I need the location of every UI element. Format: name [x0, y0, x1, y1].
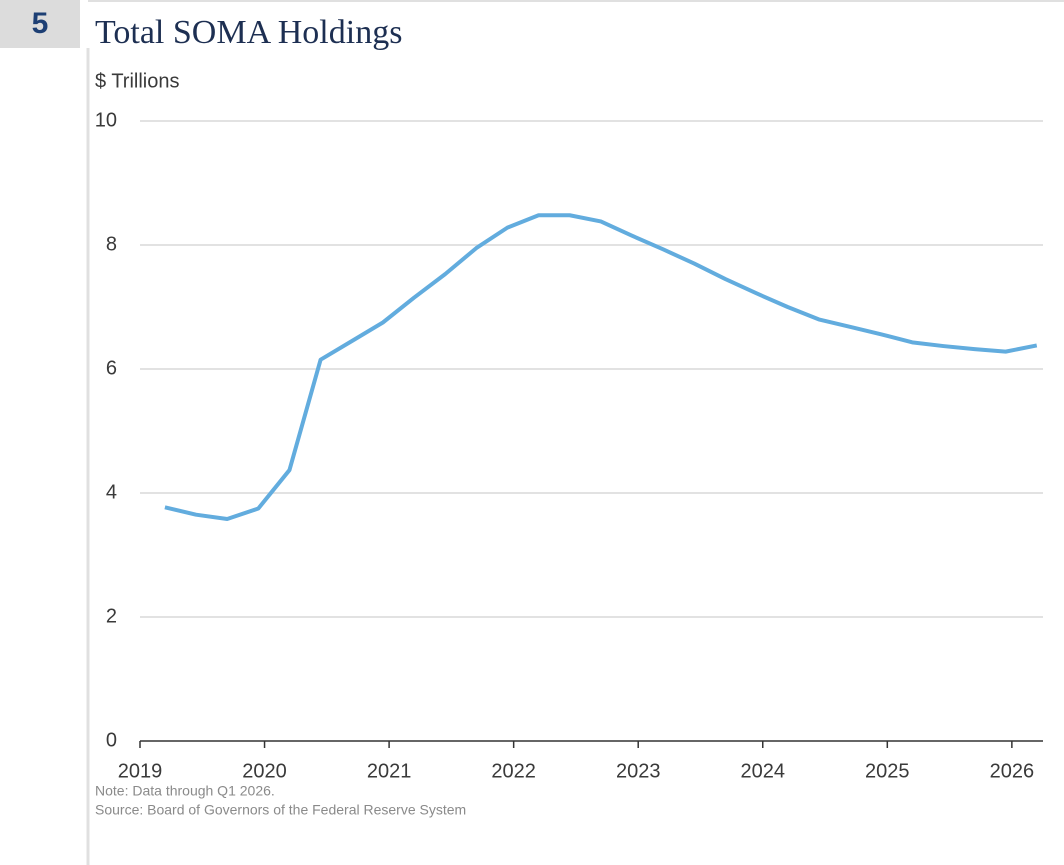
badge: 5	[32, 7, 49, 40]
chart-title: Total SOMA Holdings	[95, 14, 402, 51]
y-tick-label: 4	[106, 481, 117, 503]
note: Note: Data through Q1 2026.	[95, 783, 275, 799]
x-tick-label: 2024	[741, 760, 786, 782]
y-tick-label: 10	[95, 109, 117, 131]
data-line	[164, 213, 1038, 522]
x-tick-label: 2025	[865, 760, 910, 782]
y-axis-label: $ Trillions	[95, 70, 179, 92]
badge-box	[0, 0, 80, 48]
y-tick-label: 0	[106, 729, 117, 751]
x-tick-label: 2021	[367, 760, 412, 782]
source: Source: Board of Governors of the Federa…	[95, 802, 466, 818]
y-tick-label: 2	[106, 605, 117, 627]
x-tick-label: 2020	[242, 760, 287, 782]
x-tick-label: 2019	[118, 760, 163, 782]
y-tick-label: 8	[106, 233, 117, 255]
x-tick-label: 2023	[616, 760, 661, 782]
x-tick-label: 2022	[491, 760, 536, 782]
y-tick-label: 6	[106, 357, 117, 379]
x-tick-label: 2026	[990, 760, 1035, 782]
